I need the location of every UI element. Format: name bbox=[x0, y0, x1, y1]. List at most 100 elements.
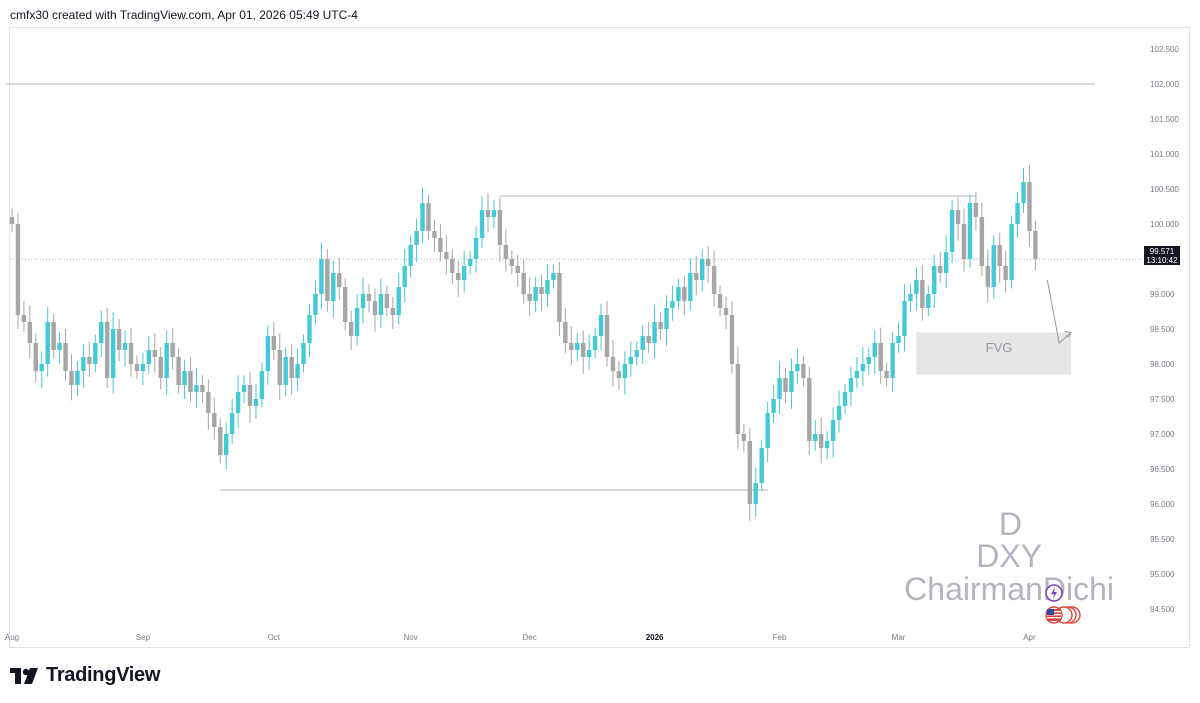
candle-body bbox=[331, 273, 336, 301]
candle-body bbox=[842, 392, 848, 406]
candle-body bbox=[27, 322, 33, 343]
candle-body bbox=[146, 350, 152, 364]
y-tick-label: 100.500 bbox=[1150, 185, 1179, 194]
candle-body bbox=[93, 343, 98, 364]
candle-body bbox=[212, 413, 217, 427]
candle-body bbox=[515, 266, 520, 273]
candle-body bbox=[955, 210, 961, 224]
candle-body bbox=[1033, 231, 1038, 259]
x-tick-label: Aug bbox=[5, 633, 19, 642]
projection-arrowhead bbox=[1065, 331, 1072, 338]
candle-body bbox=[259, 371, 265, 399]
y-tick-label: 100.000 bbox=[1150, 220, 1179, 229]
candle-body bbox=[224, 434, 229, 455]
candle-body bbox=[801, 364, 806, 378]
candle-body bbox=[1021, 182, 1026, 203]
candle-body bbox=[533, 287, 538, 301]
candle-body bbox=[908, 294, 913, 301]
candle-body bbox=[229, 413, 235, 434]
candle-body bbox=[872, 343, 877, 357]
candle-body bbox=[69, 371, 74, 385]
candle-body bbox=[765, 413, 770, 448]
candle-body bbox=[616, 371, 622, 378]
candle-body bbox=[943, 252, 949, 273]
candle-body bbox=[759, 448, 764, 483]
candle-body bbox=[705, 259, 711, 266]
candle-body bbox=[634, 350, 639, 357]
candle-body bbox=[824, 441, 830, 448]
candle-body bbox=[408, 245, 413, 266]
candle-body bbox=[241, 385, 247, 392]
candle-body bbox=[581, 343, 586, 357]
bar-countdown: 13:10:42 bbox=[1146, 256, 1178, 265]
candle-body bbox=[277, 350, 282, 385]
chart-credit: cmfx30 created with TradingView.com, Apr… bbox=[10, 8, 358, 22]
candle-body bbox=[473, 238, 479, 259]
candle-body bbox=[789, 371, 794, 392]
candle-body bbox=[128, 343, 134, 364]
candle-body bbox=[961, 224, 967, 259]
watermark-interval: D bbox=[998, 506, 1022, 542]
candle-body bbox=[194, 385, 199, 392]
candle-body bbox=[200, 385, 205, 392]
y-tick-label: 96.500 bbox=[1150, 465, 1175, 474]
candle-body bbox=[700, 259, 705, 280]
candle-body bbox=[87, 357, 92, 364]
candle-body bbox=[569, 343, 574, 350]
candle-body bbox=[235, 392, 241, 413]
candle-body bbox=[170, 343, 175, 357]
x-tick-label: Dec bbox=[523, 633, 537, 642]
candle-body bbox=[116, 329, 122, 350]
candle-body bbox=[717, 294, 723, 308]
candle-body bbox=[747, 441, 752, 504]
y-tick-label: 96.000 bbox=[1150, 500, 1175, 509]
candle-body bbox=[860, 364, 866, 371]
candle-body bbox=[509, 259, 514, 266]
candle-body bbox=[658, 322, 663, 329]
candle-body bbox=[348, 322, 354, 336]
candle-body bbox=[753, 483, 758, 504]
candle-body bbox=[694, 273, 699, 280]
candle-body bbox=[51, 322, 56, 350]
candle-body bbox=[711, 266, 717, 294]
candle-body bbox=[9, 217, 15, 224]
x-tick-label: Sep bbox=[136, 633, 151, 642]
candle-body bbox=[110, 329, 116, 378]
candle-body bbox=[652, 322, 657, 343]
us-flag-icon bbox=[1045, 606, 1081, 624]
candle-body bbox=[390, 308, 395, 315]
candle-body bbox=[991, 245, 996, 287]
candle-body bbox=[682, 287, 687, 301]
candle-body bbox=[997, 245, 1002, 266]
candle-body bbox=[1015, 203, 1020, 224]
candle-body bbox=[366, 294, 372, 301]
candle-body bbox=[384, 294, 390, 308]
candle-body bbox=[218, 427, 223, 455]
candle-body bbox=[813, 434, 818, 441]
candle-body bbox=[467, 259, 473, 266]
candle-body bbox=[396, 287, 401, 315]
candle-body bbox=[676, 287, 681, 301]
candle-body bbox=[926, 294, 931, 308]
y-tick-label: 98.000 bbox=[1150, 360, 1175, 369]
tradingview-logo[interactable]: TradingView bbox=[10, 664, 160, 687]
candle-body bbox=[848, 378, 854, 392]
candle-body bbox=[777, 378, 782, 399]
candle-body bbox=[426, 203, 431, 231]
y-tick-label: 99.000 bbox=[1150, 290, 1175, 299]
x-tick-label: 2026 bbox=[646, 633, 664, 642]
y-tick-label: 98.500 bbox=[1150, 325, 1175, 334]
candle-body bbox=[152, 350, 157, 357]
candle-body bbox=[640, 336, 645, 350]
candle-body bbox=[503, 245, 509, 259]
candle-body bbox=[253, 399, 259, 406]
candle-body bbox=[896, 336, 901, 343]
candle-body bbox=[670, 301, 675, 308]
candle-body bbox=[575, 343, 580, 350]
candle-body bbox=[497, 210, 503, 245]
candle-body bbox=[985, 266, 990, 287]
candle-body bbox=[75, 371, 80, 385]
candle-body bbox=[378, 294, 384, 315]
candle-body bbox=[325, 259, 330, 301]
